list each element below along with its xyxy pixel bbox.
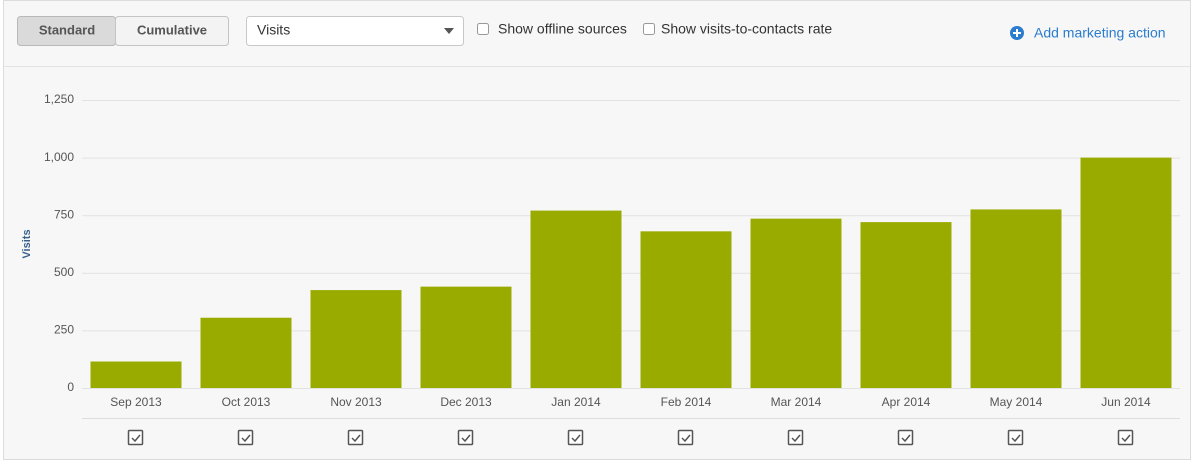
cumulative-label[interactable]: Cumulative: [137, 22, 207, 37]
event-icon-check: [1121, 434, 1131, 443]
y-tick-label: 1,250: [44, 92, 74, 106]
add-icon-plus: [1013, 29, 1021, 37]
x-tick-label: Jan 2014: [551, 395, 601, 409]
add-marketing-action[interactable]: Add marketing action: [1034, 25, 1166, 41]
bar: [200, 317, 292, 388]
x-tick-label: Oct 2013: [222, 395, 271, 409]
event-icon-check: [791, 434, 801, 443]
checkbox-label[interactable]: Show offline sources: [498, 21, 627, 37]
bar: [860, 222, 952, 388]
checkbox[interactable]: [477, 23, 489, 35]
event-icon[interactable]: [237, 429, 254, 446]
y-axis-title: Visits: [21, 229, 33, 258]
event-icon-check: [351, 434, 361, 443]
bar: [640, 231, 732, 388]
y-tick-label: 500: [54, 265, 74, 279]
x-tick-label: Nov 2013: [330, 395, 382, 409]
event-icon[interactable]: [457, 429, 474, 446]
event-icon-check: [131, 434, 141, 443]
x-tick-label: Feb 2014: [661, 395, 712, 409]
metric-dropdown[interactable]: [246, 16, 464, 46]
event-icon[interactable]: [127, 429, 144, 446]
bar: [420, 286, 512, 388]
x-tick-label: Dec 2013: [440, 395, 492, 409]
event-icon[interactable]: [787, 429, 804, 446]
event-icon[interactable]: [897, 429, 914, 446]
cumulative-button[interactable]: [115, 16, 229, 46]
event-icon[interactable]: [347, 429, 364, 446]
bar: [310, 290, 402, 388]
y-tick-label: 750: [54, 207, 74, 221]
metric-value[interactable]: Visits: [257, 22, 290, 38]
event-icon[interactable]: [1117, 429, 1134, 446]
standard-label[interactable]: Standard: [39, 22, 95, 37]
dropdown-arrow: [444, 28, 454, 34]
x-tick-label: Mar 2014: [771, 395, 822, 409]
bar: [970, 209, 1062, 388]
event-icon[interactable]: [567, 429, 584, 446]
y-tick-label: 250: [54, 323, 74, 337]
event-icon[interactable]: [1007, 429, 1024, 446]
checkbox[interactable]: [643, 23, 655, 35]
y-tick-label: 0: [67, 380, 74, 394]
bar: [90, 361, 182, 388]
bar: [750, 218, 842, 388]
x-tick-label: Apr 2014: [882, 395, 931, 409]
event-icon-check: [1011, 434, 1021, 443]
x-tick-label: Jun 2014: [1101, 395, 1151, 409]
bar: [1080, 157, 1172, 388]
event-icon-check: [681, 434, 691, 443]
bar: [530, 210, 622, 388]
event-icon-check: [571, 434, 581, 443]
event-icon-check: [241, 434, 251, 443]
event-icon[interactable]: [677, 429, 694, 446]
y-tick-label: 1,000: [44, 150, 74, 164]
checkbox-label[interactable]: Show visits-to-contacts rate: [661, 21, 832, 37]
event-icon-check: [901, 434, 911, 443]
event-icon-check: [461, 434, 471, 443]
x-tick-label: Sep 2013: [110, 395, 162, 409]
x-tick-label: May 2014: [990, 395, 1043, 409]
